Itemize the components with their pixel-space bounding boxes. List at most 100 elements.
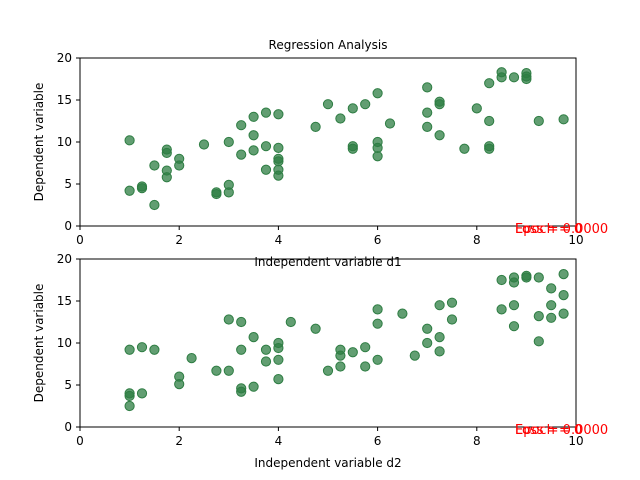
x-axis-label: Independent variable d1 bbox=[254, 255, 401, 269]
x-tick-label: 10 bbox=[568, 434, 583, 448]
chart-panel-1: Regression Analysis 0 2 4 6 8 10 0 5 10 15 20 Epoch … bbox=[32, 38, 608, 269]
y-axis-label: Dependent variable bbox=[32, 83, 46, 202]
data-point bbox=[223, 136, 234, 148]
data-point bbox=[397, 308, 408, 319]
data-point bbox=[434, 332, 445, 343]
y-tick-label: 10 bbox=[57, 336, 72, 350]
data-point bbox=[273, 342, 284, 354]
data-point bbox=[422, 107, 433, 118]
x-axis: 0 2 4 6 8 10 bbox=[76, 427, 584, 448]
data-point bbox=[335, 113, 346, 124]
x-tick-label: 4 bbox=[275, 233, 283, 247]
data-point bbox=[174, 379, 185, 390]
x-tick-label: 8 bbox=[473, 434, 481, 448]
x-tick-label: 4 bbox=[275, 434, 283, 448]
data-point bbox=[434, 130, 445, 141]
data-point bbox=[347, 347, 358, 358]
data-point bbox=[372, 354, 383, 365]
data-point bbox=[434, 96, 445, 107]
epoch-label: Epoch = 0 bbox=[515, 423, 582, 438]
x-tick-label: 8 bbox=[473, 233, 481, 247]
data-point bbox=[446, 297, 458, 308]
loss-label: Loss = 0.0000 bbox=[515, 423, 608, 438]
data-point bbox=[260, 356, 272, 367]
data-point bbox=[236, 386, 247, 397]
data-point bbox=[558, 114, 569, 125]
y-tick-label: 0 bbox=[64, 219, 72, 233]
data-point bbox=[521, 272, 532, 283]
y-tick-label: 5 bbox=[64, 378, 72, 392]
data-point bbox=[422, 82, 433, 93]
data-point bbox=[248, 381, 259, 392]
data-point bbox=[372, 318, 383, 329]
loss-label: Loss = 0.0000 bbox=[515, 222, 608, 237]
data-point bbox=[533, 336, 544, 347]
data-point bbox=[422, 121, 433, 132]
y-tick-label: 20 bbox=[57, 51, 72, 65]
data-point bbox=[248, 332, 259, 343]
data-point bbox=[484, 141, 495, 152]
data-point bbox=[508, 300, 520, 311]
data-point bbox=[273, 109, 284, 120]
x-axis-label: Independent variable d2 bbox=[254, 456, 401, 470]
data-point bbox=[273, 153, 284, 164]
data-point bbox=[546, 300, 557, 311]
data-point bbox=[508, 321, 520, 332]
data-point bbox=[546, 312, 557, 323]
data-point bbox=[124, 344, 135, 355]
data-point bbox=[248, 145, 259, 156]
x-tick-label: 6 bbox=[374, 233, 382, 247]
data-point bbox=[372, 151, 383, 162]
data-point bbox=[484, 78, 495, 89]
data-point bbox=[236, 120, 247, 131]
y-tick-label: 10 bbox=[57, 135, 72, 149]
data-point bbox=[496, 67, 507, 78]
data-point bbox=[434, 346, 445, 357]
data-point bbox=[360, 361, 371, 372]
data-point bbox=[521, 68, 532, 79]
data-point bbox=[533, 115, 544, 127]
data-point bbox=[136, 342, 148, 353]
data-point bbox=[384, 118, 396, 129]
data-point bbox=[248, 111, 259, 122]
data-point bbox=[273, 374, 284, 385]
x-tick-label: 2 bbox=[175, 434, 183, 448]
data-point bbox=[211, 365, 222, 376]
data-point bbox=[558, 269, 569, 280]
x-axis: 0 2 4 6 8 10 bbox=[76, 226, 584, 247]
data-point bbox=[161, 165, 172, 176]
data-point bbox=[174, 153, 185, 164]
data-point bbox=[136, 181, 148, 192]
y-axis: 0 5 10 15 20 bbox=[57, 51, 80, 233]
data-point bbox=[149, 199, 160, 211]
data-point bbox=[409, 350, 420, 361]
data-point bbox=[124, 185, 135, 196]
x-tick-label: 6 bbox=[374, 434, 382, 448]
y-axis: 0 5 10 15 20 bbox=[57, 252, 80, 434]
data-point bbox=[558, 290, 569, 301]
data-point bbox=[508, 72, 520, 83]
data-point bbox=[335, 361, 346, 372]
data-point bbox=[211, 187, 222, 198]
data-point bbox=[260, 107, 272, 118]
data-point bbox=[347, 103, 358, 114]
data-point bbox=[260, 141, 272, 152]
data-point bbox=[322, 365, 334, 376]
data-point bbox=[136, 388, 148, 399]
data-point bbox=[310, 121, 321, 132]
data-point bbox=[496, 274, 507, 286]
data-point bbox=[273, 164, 284, 175]
data-point bbox=[459, 143, 470, 154]
data-point bbox=[484, 115, 495, 127]
data-point bbox=[347, 141, 358, 152]
chart-title: Regression Analysis bbox=[269, 38, 388, 52]
data-point bbox=[372, 88, 383, 99]
data-point bbox=[186, 353, 197, 364]
data-point bbox=[446, 314, 458, 325]
data-point bbox=[260, 164, 272, 175]
data-points bbox=[124, 269, 569, 412]
y-tick-label: 20 bbox=[57, 252, 72, 266]
epoch-label: Epoch = 0 bbox=[515, 222, 582, 237]
